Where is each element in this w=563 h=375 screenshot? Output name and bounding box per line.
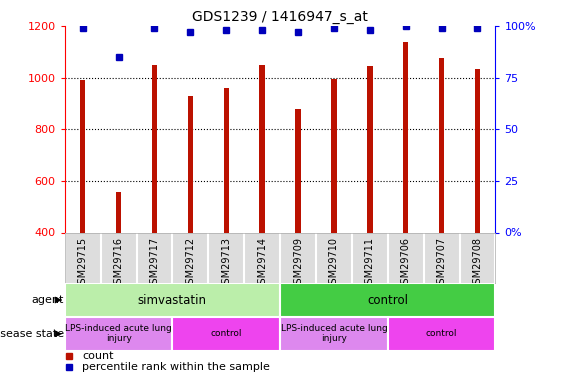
- Bar: [403, 42, 408, 232]
- Text: GSM29717: GSM29717: [149, 237, 159, 290]
- Text: GSM29714: GSM29714: [257, 237, 267, 290]
- Text: GSM29709: GSM29709: [293, 237, 303, 290]
- Bar: [439, 58, 444, 232]
- Bar: [65, 317, 172, 351]
- Title: GDS1239 / 1416947_s_at: GDS1239 / 1416947_s_at: [192, 10, 368, 24]
- Text: simvastatin: simvastatin: [138, 294, 207, 306]
- Text: GSM29707: GSM29707: [436, 237, 446, 290]
- Bar: [475, 69, 480, 232]
- Bar: [388, 317, 495, 351]
- Text: GSM29715: GSM29715: [78, 237, 88, 290]
- Text: GSM29713: GSM29713: [221, 237, 231, 290]
- Bar: [331, 79, 337, 232]
- Bar: [152, 65, 157, 232]
- Text: GSM29708: GSM29708: [472, 237, 482, 290]
- Bar: [280, 283, 495, 317]
- Text: disease state: disease state: [0, 329, 64, 339]
- Bar: [224, 88, 229, 232]
- Bar: [296, 109, 301, 232]
- Text: GSM29706: GSM29706: [401, 237, 411, 290]
- Text: control: control: [426, 329, 457, 338]
- Bar: [172, 317, 280, 351]
- Bar: [116, 192, 121, 232]
- Bar: [65, 283, 280, 317]
- Text: LPS-induced acute lung
injury: LPS-induced acute lung injury: [65, 324, 172, 344]
- Text: GSM29716: GSM29716: [114, 237, 124, 290]
- Text: GSM29710: GSM29710: [329, 237, 339, 290]
- Text: LPS-induced acute lung
injury: LPS-induced acute lung injury: [280, 324, 387, 344]
- Text: count: count: [82, 351, 114, 361]
- Bar: [187, 96, 193, 232]
- Text: percentile rank within the sample: percentile rank within the sample: [82, 362, 270, 372]
- Text: GSM29711: GSM29711: [365, 237, 375, 290]
- Bar: [80, 80, 86, 232]
- Text: control: control: [367, 294, 408, 306]
- Text: control: control: [211, 329, 242, 338]
- Text: GSM29712: GSM29712: [185, 237, 195, 290]
- Bar: [260, 65, 265, 232]
- Text: agent: agent: [32, 295, 64, 305]
- Bar: [367, 66, 373, 232]
- Bar: [280, 317, 388, 351]
